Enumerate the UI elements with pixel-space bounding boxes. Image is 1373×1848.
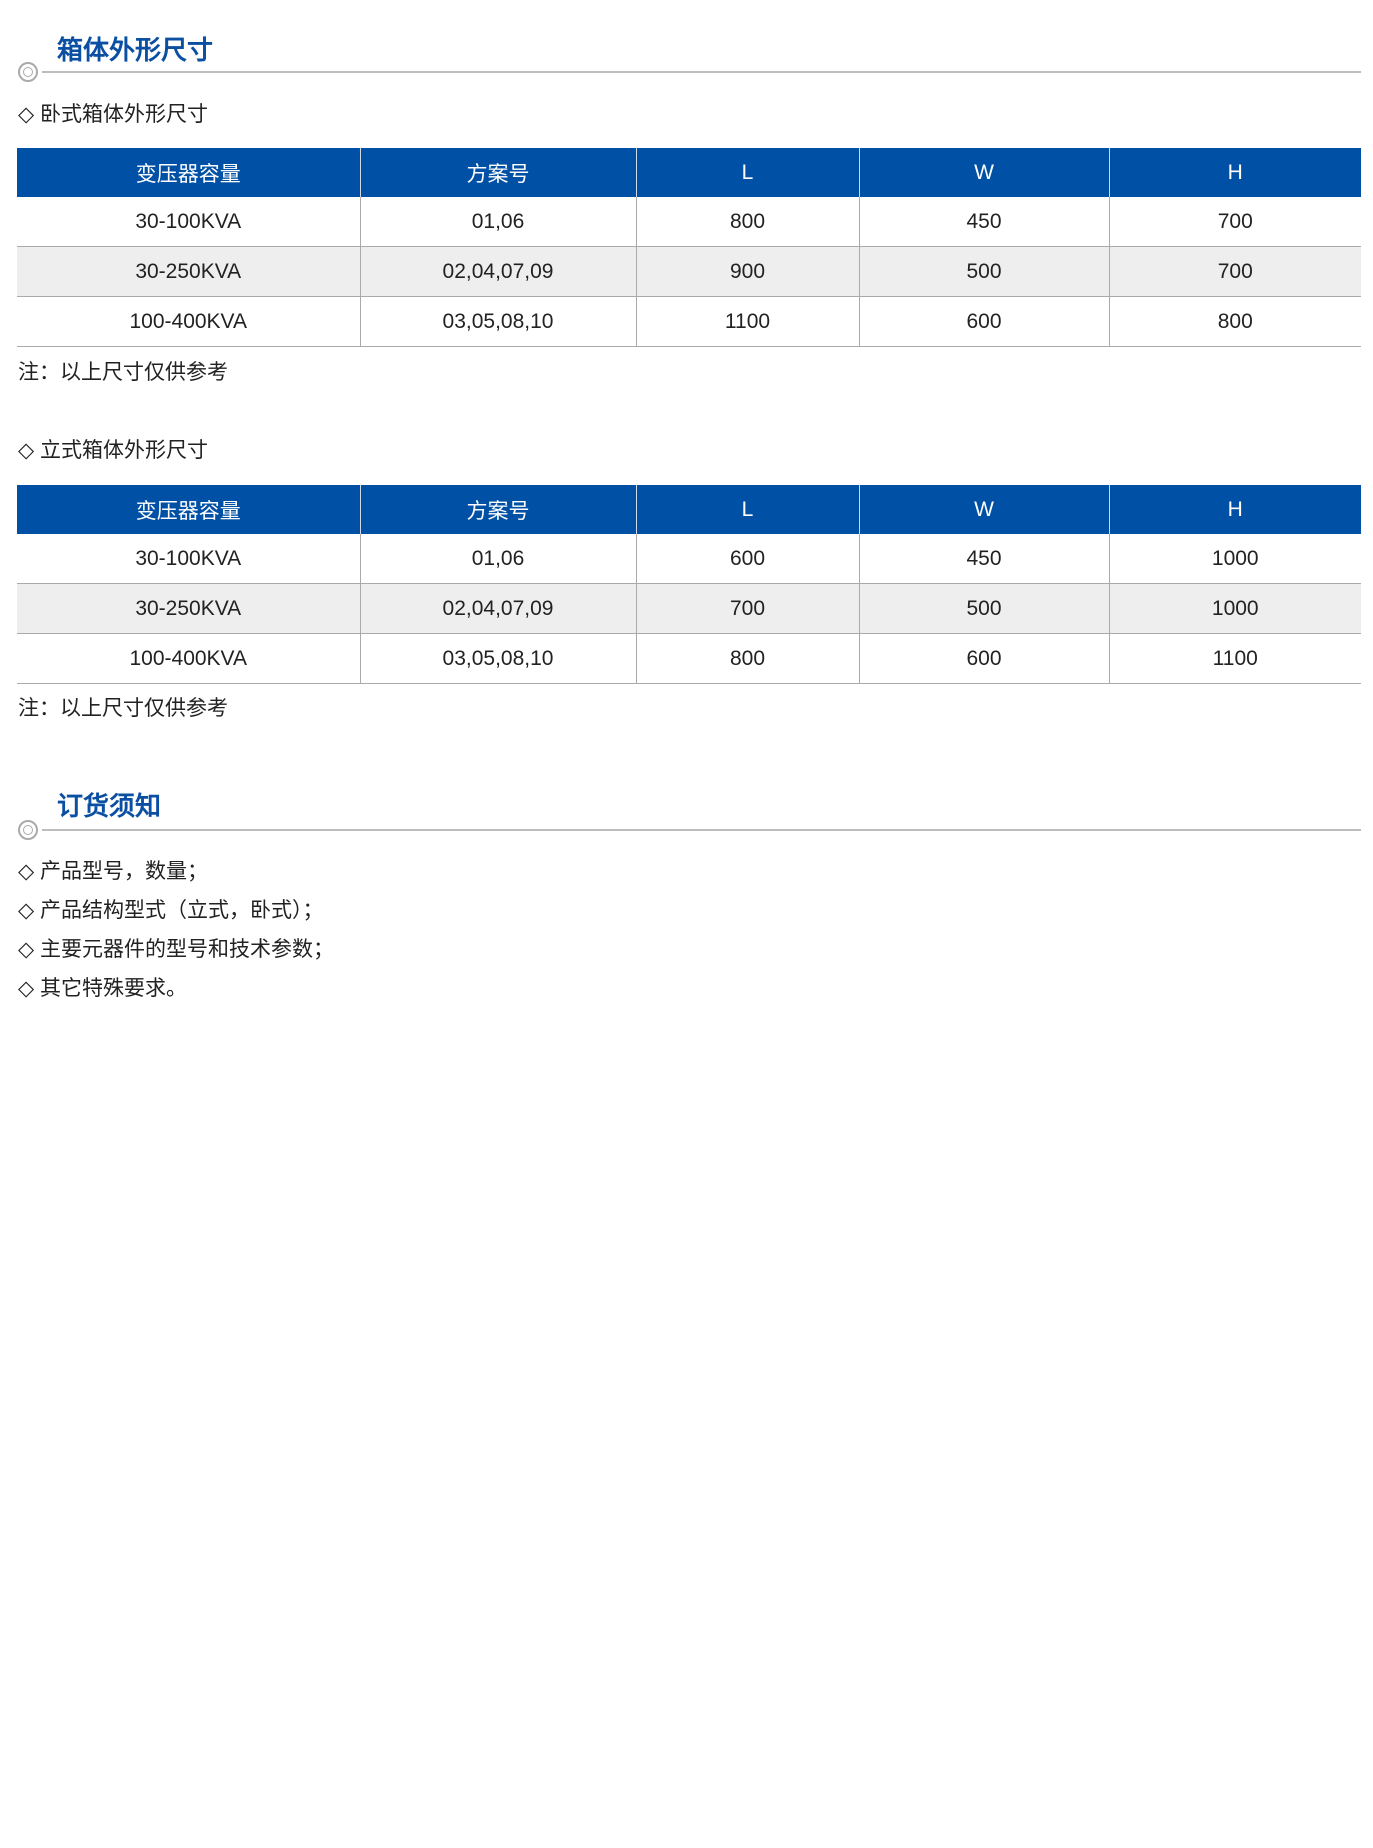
table-row: 30-250KVA 02,04,07,09 700 500 1000 (17, 583, 1361, 634)
table-cell: 100-400KVA (17, 296, 360, 347)
diamond-icon: ◇ (18, 977, 35, 1000)
col-w: W (858, 148, 1109, 197)
subheading-text: 卧式箱体外形尺寸 (40, 103, 208, 126)
table-cell: 700 (1108, 197, 1361, 247)
diamond-icon: ◇ (18, 439, 35, 462)
col-scheme: 方案号 (359, 148, 636, 197)
order-item-text: 其它特殊要求。 (40, 977, 187, 1000)
table-cell: 1000 (1108, 583, 1361, 634)
subheading-text: 立式箱体外形尺寸 (40, 439, 208, 462)
col-h: H (1108, 148, 1361, 197)
diamond-icon: ◇ (18, 938, 35, 961)
table-cell: 30-100KVA (17, 534, 360, 584)
section-title-dimensions: 箱体外形尺寸 (57, 35, 214, 65)
table-cell: 800 (635, 633, 859, 684)
table-cell: 30-250KVA (17, 583, 360, 634)
table-cell: 800 (1108, 296, 1361, 347)
order-item-text: 产品结构型式（立式，卧式）； (40, 899, 324, 922)
divider (42, 829, 1361, 831)
table-horizontal: 变压器容量 方案号 L W H 30-100KVA 01,06 800 450 700 3… (17, 148, 1361, 347)
table-cell: 450 (858, 197, 1109, 247)
table-cell: 600 (635, 534, 859, 584)
table-cell: 03,05,08,10 (359, 296, 636, 347)
col-capacity: 变压器容量 (17, 148, 360, 197)
table-row: 30-100KVA 01,06 600 450 1000 (17, 534, 1361, 584)
order-item: ◇ 主要元器件的型号和技术参数； (18, 937, 334, 963)
table-cell: 900 (635, 246, 859, 297)
table-cell: 02,04,07,09 (359, 246, 636, 297)
order-item: ◇ 产品结构型式（立式，卧式）； (18, 898, 324, 924)
table-cell: 01,06 (359, 534, 636, 584)
col-l: L (635, 148, 859, 197)
table-cell: 500 (858, 246, 1109, 297)
order-item-text: 主要元器件的型号和技术参数； (40, 938, 334, 961)
table-cell: 30-100KVA (17, 197, 360, 247)
table-row: 100-400KVA 03,05,08,10 800 600 1100 (17, 633, 1361, 684)
table-cell: 02,04,07,09 (359, 583, 636, 634)
table-cell: 450 (858, 534, 1109, 584)
table-vertical: 变压器容量 方案号 L W H 30-100KVA 01,06 600 450 1000… (17, 485, 1361, 684)
note: 注：以上尺寸仅供参考 (18, 361, 228, 384)
col-capacity: 变压器容量 (17, 485, 360, 534)
table-header-row: 变压器容量 方案号 L W H (17, 148, 1361, 197)
table-cell: 30-250KVA (17, 246, 360, 297)
table-cell: 100-400KVA (17, 633, 360, 684)
table-row: 30-250KVA 02,04,07,09 900 500 700 (17, 246, 1361, 297)
table-cell: 1100 (1108, 633, 1361, 684)
table-cell: 01,06 (359, 197, 636, 247)
diamond-icon: ◇ (18, 860, 35, 883)
col-w: W (858, 485, 1109, 534)
order-item-text: 产品型号，数量； (40, 860, 208, 883)
table-row: 100-400KVA 03,05,08,10 1100 600 800 (17, 296, 1361, 347)
table-cell: 1000 (1108, 534, 1361, 584)
table-row: 30-100KVA 01,06 800 450 700 (17, 197, 1361, 247)
order-item: ◇ 产品型号，数量； (18, 859, 208, 885)
subheading-vertical: ◇ 立式箱体外形尺寸 (18, 438, 208, 464)
note: 注：以上尺寸仅供参考 (18, 697, 228, 720)
ring-icon (18, 62, 38, 82)
table-cell: 1100 (635, 296, 859, 347)
section-title-ordering: 订货须知 (57, 791, 162, 821)
table-cell: 700 (635, 583, 859, 634)
subheading-horizontal: ◇ 卧式箱体外形尺寸 (18, 102, 208, 128)
ring-icon (18, 820, 38, 840)
col-l: L (635, 485, 859, 534)
order-item: ◇ 其它特殊要求。 (18, 976, 187, 1002)
table-cell: 600 (858, 296, 1109, 347)
table-header-row: 变压器容量 方案号 L W H (17, 485, 1361, 534)
table-cell: 03,05,08,10 (359, 633, 636, 684)
col-scheme: 方案号 (359, 485, 636, 534)
diamond-icon: ◇ (18, 899, 35, 922)
table-cell: 500 (858, 583, 1109, 634)
diamond-icon: ◇ (18, 103, 35, 126)
col-h: H (1108, 485, 1361, 534)
table-cell: 600 (858, 633, 1109, 684)
divider (42, 71, 1361, 73)
table-cell: 700 (1108, 246, 1361, 297)
table-cell: 800 (635, 197, 859, 247)
